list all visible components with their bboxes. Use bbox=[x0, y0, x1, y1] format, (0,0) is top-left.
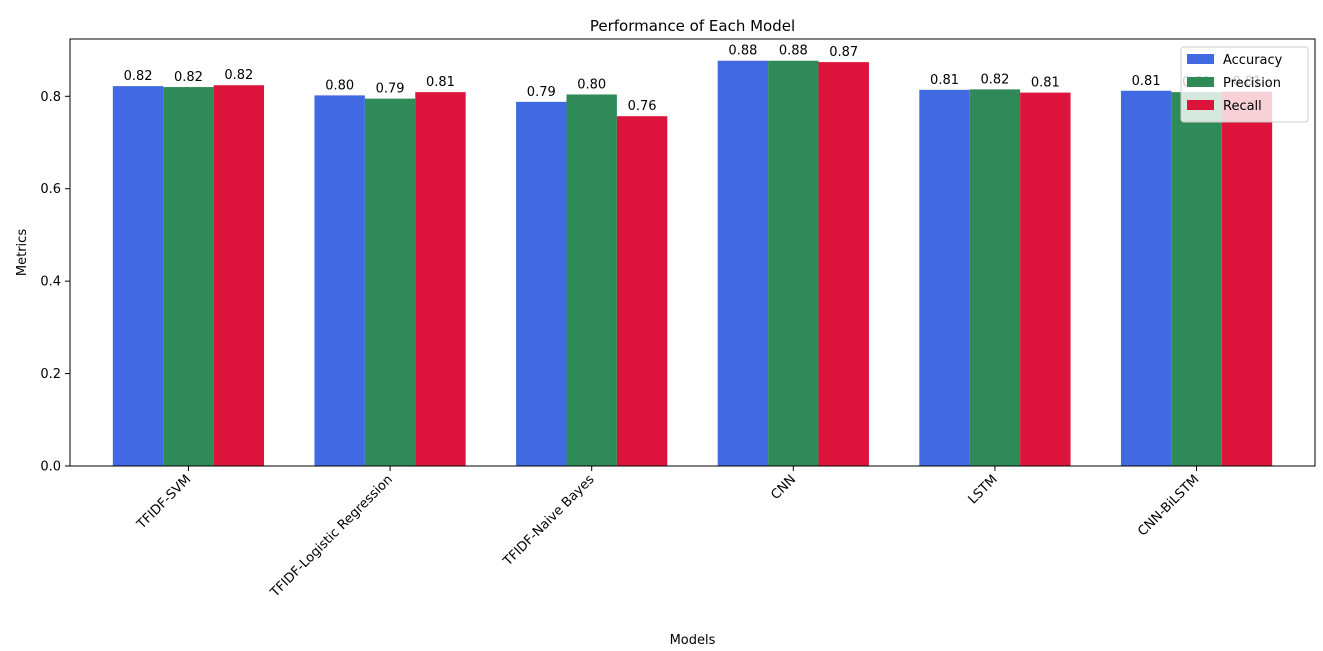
y-tick-label: 0.8 bbox=[40, 90, 61, 105]
x-tick-label: TFIDF-Naive Bayes bbox=[500, 472, 598, 570]
x-axis-label: Models bbox=[670, 633, 716, 648]
bar-accuracy-3 bbox=[717, 60, 769, 466]
value-label: 0.79 bbox=[527, 85, 556, 100]
value-label: 0.80 bbox=[325, 78, 354, 93]
bar-precision-1 bbox=[364, 98, 416, 466]
bar-precision-5 bbox=[1171, 92, 1222, 467]
value-label: 0.81 bbox=[930, 73, 959, 88]
value-label: 0.81 bbox=[426, 75, 455, 90]
plot-frame bbox=[69, 38, 1316, 467]
bar-accuracy-5 bbox=[1120, 90, 1172, 467]
bar-accuracy-4 bbox=[919, 89, 970, 466]
bar-recall-5 bbox=[1221, 91, 1273, 466]
value-label: 0.87 bbox=[829, 45, 858, 60]
x-tick-label: CNN bbox=[768, 472, 799, 503]
x-tick-label: CNN-BiLSTM bbox=[1135, 472, 1202, 539]
y-axis-label: Metrics bbox=[15, 229, 30, 276]
bar-accuracy-0 bbox=[112, 86, 164, 467]
bar-precision-2 bbox=[566, 94, 617, 467]
x-tick-label: TFIDF-Logistic Regression bbox=[267, 472, 396, 601]
y-axis: 0.0 0.2 0.4 0.6 0.8 bbox=[40, 90, 70, 475]
legend-label-recall: Recall bbox=[1223, 99, 1262, 114]
bars-layer bbox=[112, 60, 1273, 467]
bar-recall-4 bbox=[1020, 92, 1071, 466]
bar-recall-3 bbox=[818, 62, 869, 467]
value-labels-layer: 0.82 0.80 0.79 0.88 0.81 0.81 0.82 0.79 0.80 0.88… bbox=[124, 44, 1262, 114]
value-label: 0.80 bbox=[577, 77, 606, 92]
legend: Accuracy Precision Recall bbox=[1180, 46, 1309, 123]
value-label: 0.81 bbox=[1031, 76, 1060, 91]
value-label: 0.79 bbox=[376, 82, 405, 97]
y-tick-label: 0.6 bbox=[40, 182, 61, 197]
bar-precision-4 bbox=[969, 89, 1021, 466]
bar-recall-0 bbox=[213, 85, 265, 466]
chart-title: Performance of Each Model bbox=[590, 17, 795, 35]
x-tick-label: TFIDF-SVM bbox=[134, 472, 195, 533]
bar-accuracy-2 bbox=[516, 101, 567, 467]
x-axis: TFIDF-SVM TFIDF-Logistic Regression TFIDF-… bbox=[134, 466, 1202, 601]
value-label: 0.81 bbox=[1132, 74, 1161, 89]
y-tick-label: 0.2 bbox=[40, 367, 61, 382]
legend-label-precision: Precision bbox=[1223, 76, 1281, 91]
value-label: 0.82 bbox=[980, 72, 1009, 87]
legend-swatch-precision bbox=[1187, 77, 1214, 87]
value-label: 0.76 bbox=[628, 99, 657, 114]
legend-swatch-recall bbox=[1187, 100, 1214, 110]
bar-precision-3 bbox=[768, 60, 819, 466]
y-tick-label: 0.4 bbox=[40, 275, 61, 290]
x-tick-label: LSTM bbox=[966, 472, 1001, 507]
value-label: 0.88 bbox=[779, 44, 808, 59]
value-label: 0.88 bbox=[728, 44, 757, 59]
bar-recall-1 bbox=[415, 92, 466, 467]
value-label: 0.82 bbox=[224, 68, 253, 83]
bar-precision-0 bbox=[163, 87, 214, 466]
legend-swatch-accuracy bbox=[1187, 54, 1214, 64]
value-label: 0.82 bbox=[124, 69, 153, 84]
value-label: 0.82 bbox=[174, 70, 203, 85]
bar-accuracy-1 bbox=[314, 95, 365, 466]
legend-label-accuracy: Accuracy bbox=[1223, 53, 1283, 68]
bar-recall-2 bbox=[616, 116, 668, 466]
y-tick-label: 0.0 bbox=[40, 460, 61, 475]
